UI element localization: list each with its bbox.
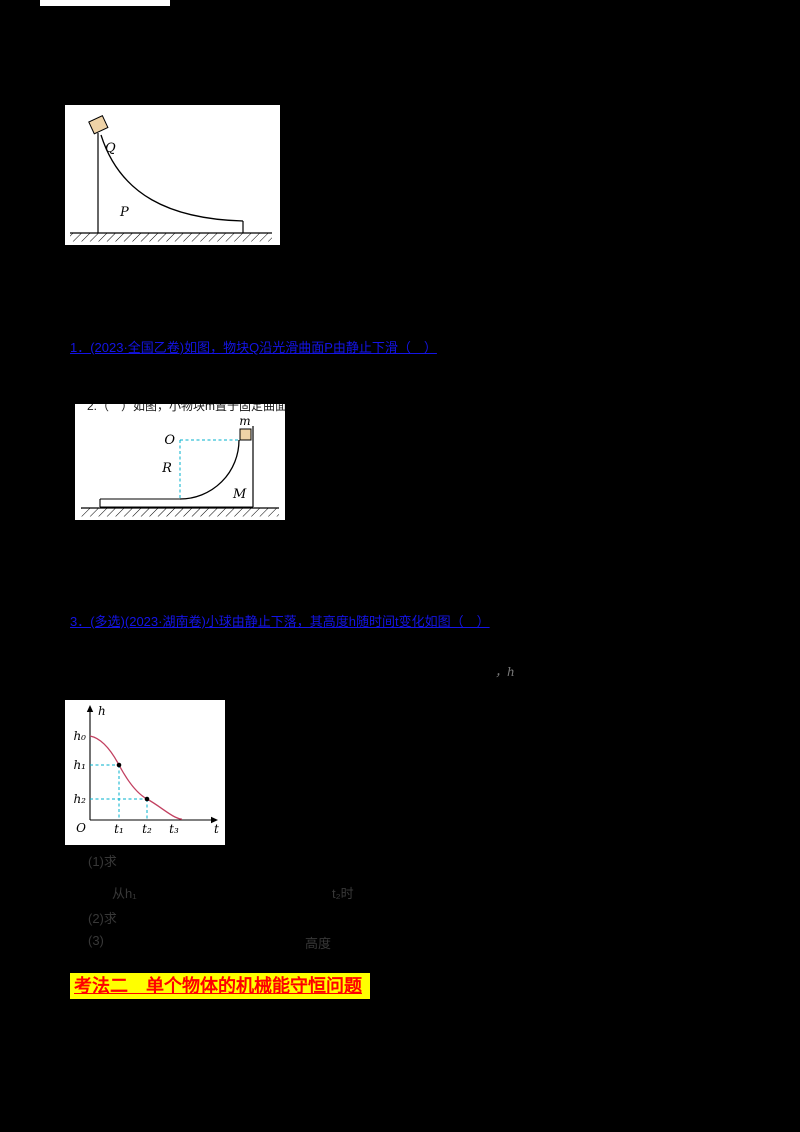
label-h-axis: h xyxy=(98,704,106,718)
subpart-1b-fragment: 从h₁ xyxy=(112,886,137,901)
ht-graph-panel: h t O h₀ h₁ h₂ t₁ t₂ t₃ xyxy=(65,700,225,845)
label-Q: Q xyxy=(105,141,116,156)
label-M: M xyxy=(232,487,247,502)
label-h1: h₁ xyxy=(73,758,86,772)
ground-hatching xyxy=(70,233,272,242)
subpart-1c-fragment: t₂时 xyxy=(332,886,354,901)
page-edge-sliver xyxy=(40,0,170,6)
label-t2: t₂ xyxy=(142,822,152,836)
y-axis-arrow xyxy=(86,705,94,712)
label-R: R xyxy=(161,461,172,476)
diagram-curved-slide: Q P xyxy=(70,115,272,242)
diagram-curved-slide-panel: Q P xyxy=(65,105,280,245)
label-t1: t₁ xyxy=(114,822,124,836)
point-t2-h2 xyxy=(144,796,150,802)
x-axis-arrow xyxy=(211,816,218,824)
label-m: m xyxy=(239,414,250,428)
text-fragment-h: ，h xyxy=(495,665,515,679)
label-h0: h₀ xyxy=(73,729,86,743)
label-h2: h₂ xyxy=(73,792,86,806)
subpart-3-fragment: (3) xyxy=(88,933,104,948)
label-t-axis: t xyxy=(214,822,219,836)
ground-hatching xyxy=(81,508,279,517)
ht-curve xyxy=(89,735,183,820)
subpart-1-fragment: (1)求 xyxy=(88,854,117,869)
ramp-arc-surface xyxy=(179,439,240,500)
label-origin: O xyxy=(76,821,86,835)
section-banner: 考法二 单个物体的机械能守恒问题 xyxy=(70,973,370,999)
block-m xyxy=(239,428,252,441)
question-1-stem: 1．(2023·全国乙卷)如图，物块Q沿光滑曲面P由静止下滑（ ） xyxy=(70,340,437,355)
subpart-3b-fragment: 高度 xyxy=(305,936,332,951)
label-P: P xyxy=(119,205,129,220)
clipped-question-2-text: 2.（ ）如图，小物块m置于固定曲面M顶端 xyxy=(87,404,285,413)
ht-graph: h t O h₀ h₁ h₂ t₁ t₂ t₃ xyxy=(73,704,219,836)
diagram-quarter-ramp: O R M m xyxy=(81,414,279,517)
diagram-quarter-ramp-panel: 2.（ ）如图，小物块m置于固定曲面M顶端 O R M m xyxy=(75,404,285,520)
block-q xyxy=(88,115,109,135)
curved-slide-surface xyxy=(100,134,244,222)
label-O: O xyxy=(164,433,175,448)
point-t1-h1 xyxy=(116,762,122,768)
question-3-stem: 3．(多选)(2023·湖南卷)小球由静止下落，其高度h随时间t变化如图（ ） xyxy=(70,614,490,629)
label-t3: t₃ xyxy=(169,822,179,836)
subpart-2-fragment: (2)求 xyxy=(88,911,117,926)
